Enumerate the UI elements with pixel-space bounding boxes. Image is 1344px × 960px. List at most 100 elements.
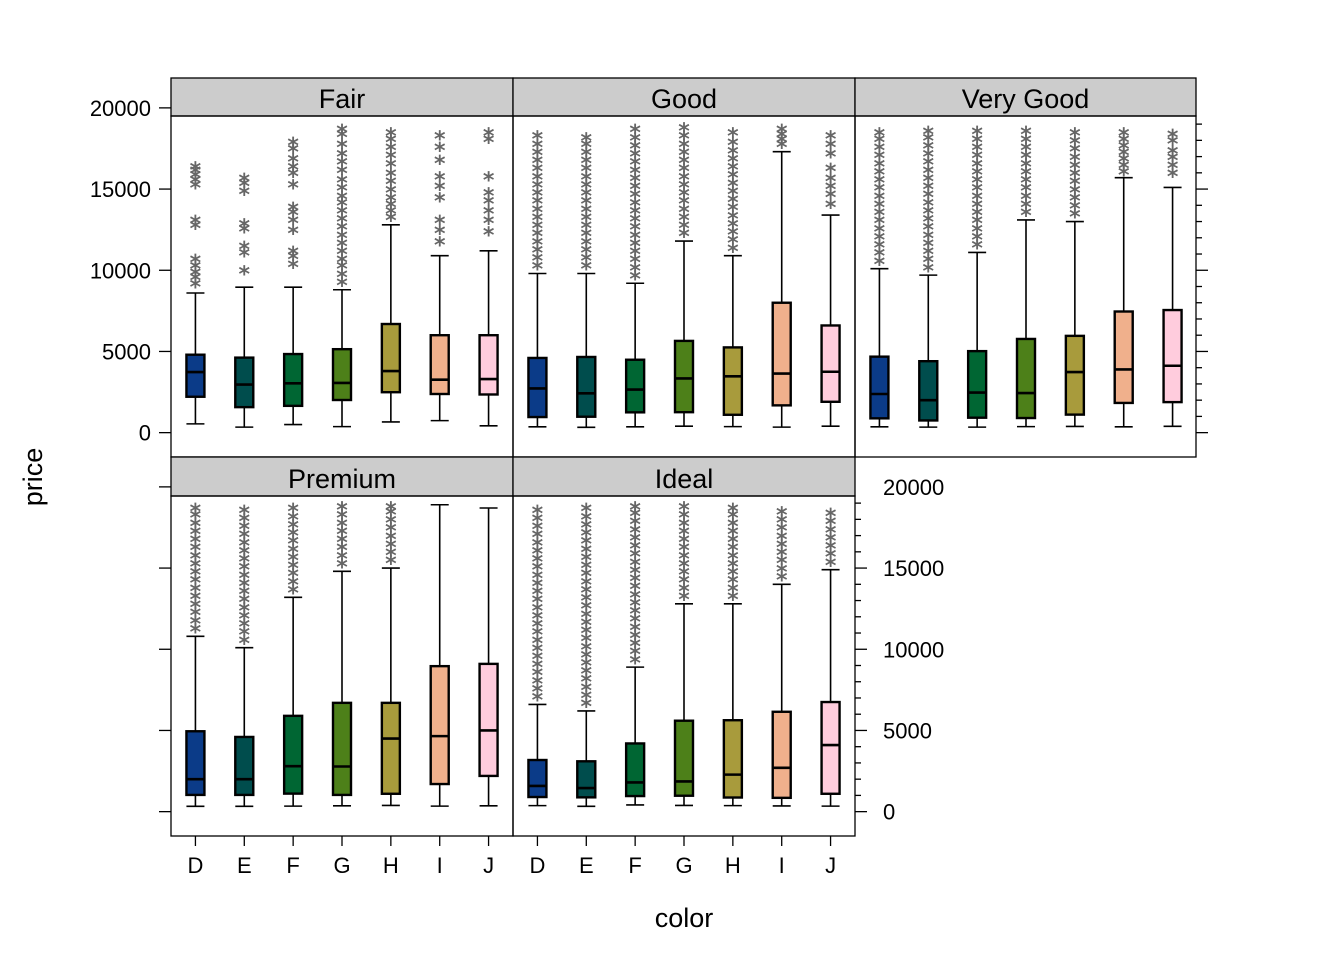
box-F: *************** bbox=[966, 123, 988, 428]
outlier-point: * bbox=[239, 510, 251, 535]
box-J: ****** bbox=[1162, 126, 1183, 428]
outlier-point: * bbox=[776, 568, 788, 593]
outlier-point: * bbox=[336, 258, 348, 283]
outlier-point: * bbox=[1167, 149, 1179, 174]
outlier-point: * bbox=[287, 159, 299, 184]
box-body bbox=[918, 359, 939, 422]
box-D: ***************** bbox=[527, 128, 548, 428]
outlier-point: * bbox=[629, 121, 641, 146]
outlier-point: * bbox=[874, 163, 886, 188]
box-body bbox=[478, 334, 499, 396]
outlier-point: * bbox=[678, 176, 690, 201]
outlier-point: * bbox=[532, 616, 544, 641]
outlier-point: * bbox=[434, 189, 446, 214]
outlier-point: * bbox=[581, 655, 593, 680]
outlier-point: * bbox=[923, 178, 935, 203]
outlier-point: * bbox=[1020, 131, 1032, 156]
outlier-point: * bbox=[1020, 155, 1032, 180]
box-I: ********* bbox=[429, 128, 450, 422]
outlier-point: * bbox=[239, 215, 251, 240]
outlier-point: * bbox=[1069, 206, 1081, 231]
y-tick-label: 15000 bbox=[883, 556, 944, 581]
outlier-point: * bbox=[923, 243, 935, 268]
outlier-point: * bbox=[874, 253, 886, 278]
box-G: *********** bbox=[1015, 123, 1037, 428]
outlier-point: * bbox=[678, 128, 690, 153]
outlier-point: * bbox=[239, 518, 251, 543]
outlier-point: * bbox=[434, 152, 446, 177]
outlier-point: * bbox=[776, 136, 788, 161]
outlier-point: * bbox=[239, 607, 251, 632]
outlier-point: * bbox=[727, 580, 739, 605]
outlier-point: * bbox=[385, 520, 397, 545]
outlier-point: * bbox=[776, 520, 788, 545]
x-tick-label: J bbox=[825, 853, 836, 878]
outlier-point: * bbox=[336, 146, 348, 171]
outlier-point: * bbox=[581, 201, 593, 226]
outlier-point: * bbox=[581, 630, 593, 655]
outlier-point: * bbox=[532, 575, 544, 600]
panel-strip bbox=[512, 456, 856, 497]
outlier-point: * bbox=[776, 512, 788, 537]
outlier-point: * bbox=[581, 638, 593, 663]
outlier-point: * bbox=[678, 507, 690, 532]
outlier-point: * bbox=[287, 243, 299, 268]
outlier-point: * bbox=[581, 516, 593, 541]
outlier-point: * bbox=[532, 510, 544, 535]
outlier-point: * bbox=[1167, 133, 1179, 158]
box-body bbox=[820, 324, 841, 403]
outlier-point: * bbox=[629, 162, 641, 187]
outlier-point: * bbox=[287, 222, 299, 247]
outlier-point: * bbox=[971, 196, 983, 221]
outlier-point: * bbox=[336, 266, 348, 291]
outlier-point: * bbox=[629, 603, 641, 628]
outlier-point: * bbox=[532, 591, 544, 616]
outlier-point: * bbox=[385, 552, 397, 577]
box-body bbox=[234, 356, 255, 409]
outlier-point: * bbox=[727, 124, 739, 149]
outlier-point: * bbox=[727, 175, 739, 200]
outlier-point: * bbox=[336, 172, 348, 197]
outlier-point: * bbox=[287, 500, 299, 525]
x-tick-label: E bbox=[579, 853, 594, 878]
x-tick-label: G bbox=[675, 853, 692, 878]
outlier-point: * bbox=[1069, 141, 1081, 166]
outlier-point: * bbox=[287, 256, 299, 281]
y-axis-title: price bbox=[18, 448, 48, 507]
outlier-point: * bbox=[727, 232, 739, 257]
outlier-point: * bbox=[874, 180, 886, 205]
outlier-point: * bbox=[581, 533, 593, 558]
outlier-point: * bbox=[874, 172, 886, 197]
y-tick-label: 10000 bbox=[883, 637, 944, 662]
outlier-point: * bbox=[1118, 150, 1130, 175]
box-body bbox=[1113, 310, 1134, 405]
outlier-point: * bbox=[287, 248, 299, 273]
box-body bbox=[234, 735, 255, 797]
outlier-point: * bbox=[190, 507, 202, 532]
outlier-point: * bbox=[825, 186, 837, 211]
outlier-point: * bbox=[678, 539, 690, 564]
box-J: ******** bbox=[820, 128, 841, 427]
outlier-point: * bbox=[874, 245, 886, 270]
outlier-point: * bbox=[581, 549, 593, 574]
outlier-point: * bbox=[678, 144, 690, 169]
outlier-point: * bbox=[923, 251, 935, 276]
outlier-point: * bbox=[629, 154, 641, 179]
outlier-point: * bbox=[581, 622, 593, 647]
outlier-point: * bbox=[287, 581, 299, 606]
outlier-point: * bbox=[190, 564, 202, 589]
x-tick-label: D bbox=[529, 853, 545, 878]
outlier-point: * bbox=[385, 173, 397, 198]
outlier-point: * bbox=[336, 555, 348, 580]
box-F: ******************** bbox=[624, 499, 646, 806]
y-axis-right-top bbox=[1196, 123, 1208, 434]
panel-fair: Fair************************************… bbox=[170, 77, 514, 458]
outlier-point: * bbox=[629, 129, 641, 154]
box-body bbox=[576, 760, 597, 799]
outlier-point: * bbox=[678, 120, 690, 145]
outlier-point: * bbox=[581, 663, 593, 688]
outlier-point: * bbox=[776, 131, 788, 156]
outlier-point: * bbox=[190, 539, 202, 564]
outlier-point: * bbox=[190, 251, 202, 276]
outlier-point: * bbox=[190, 531, 202, 556]
